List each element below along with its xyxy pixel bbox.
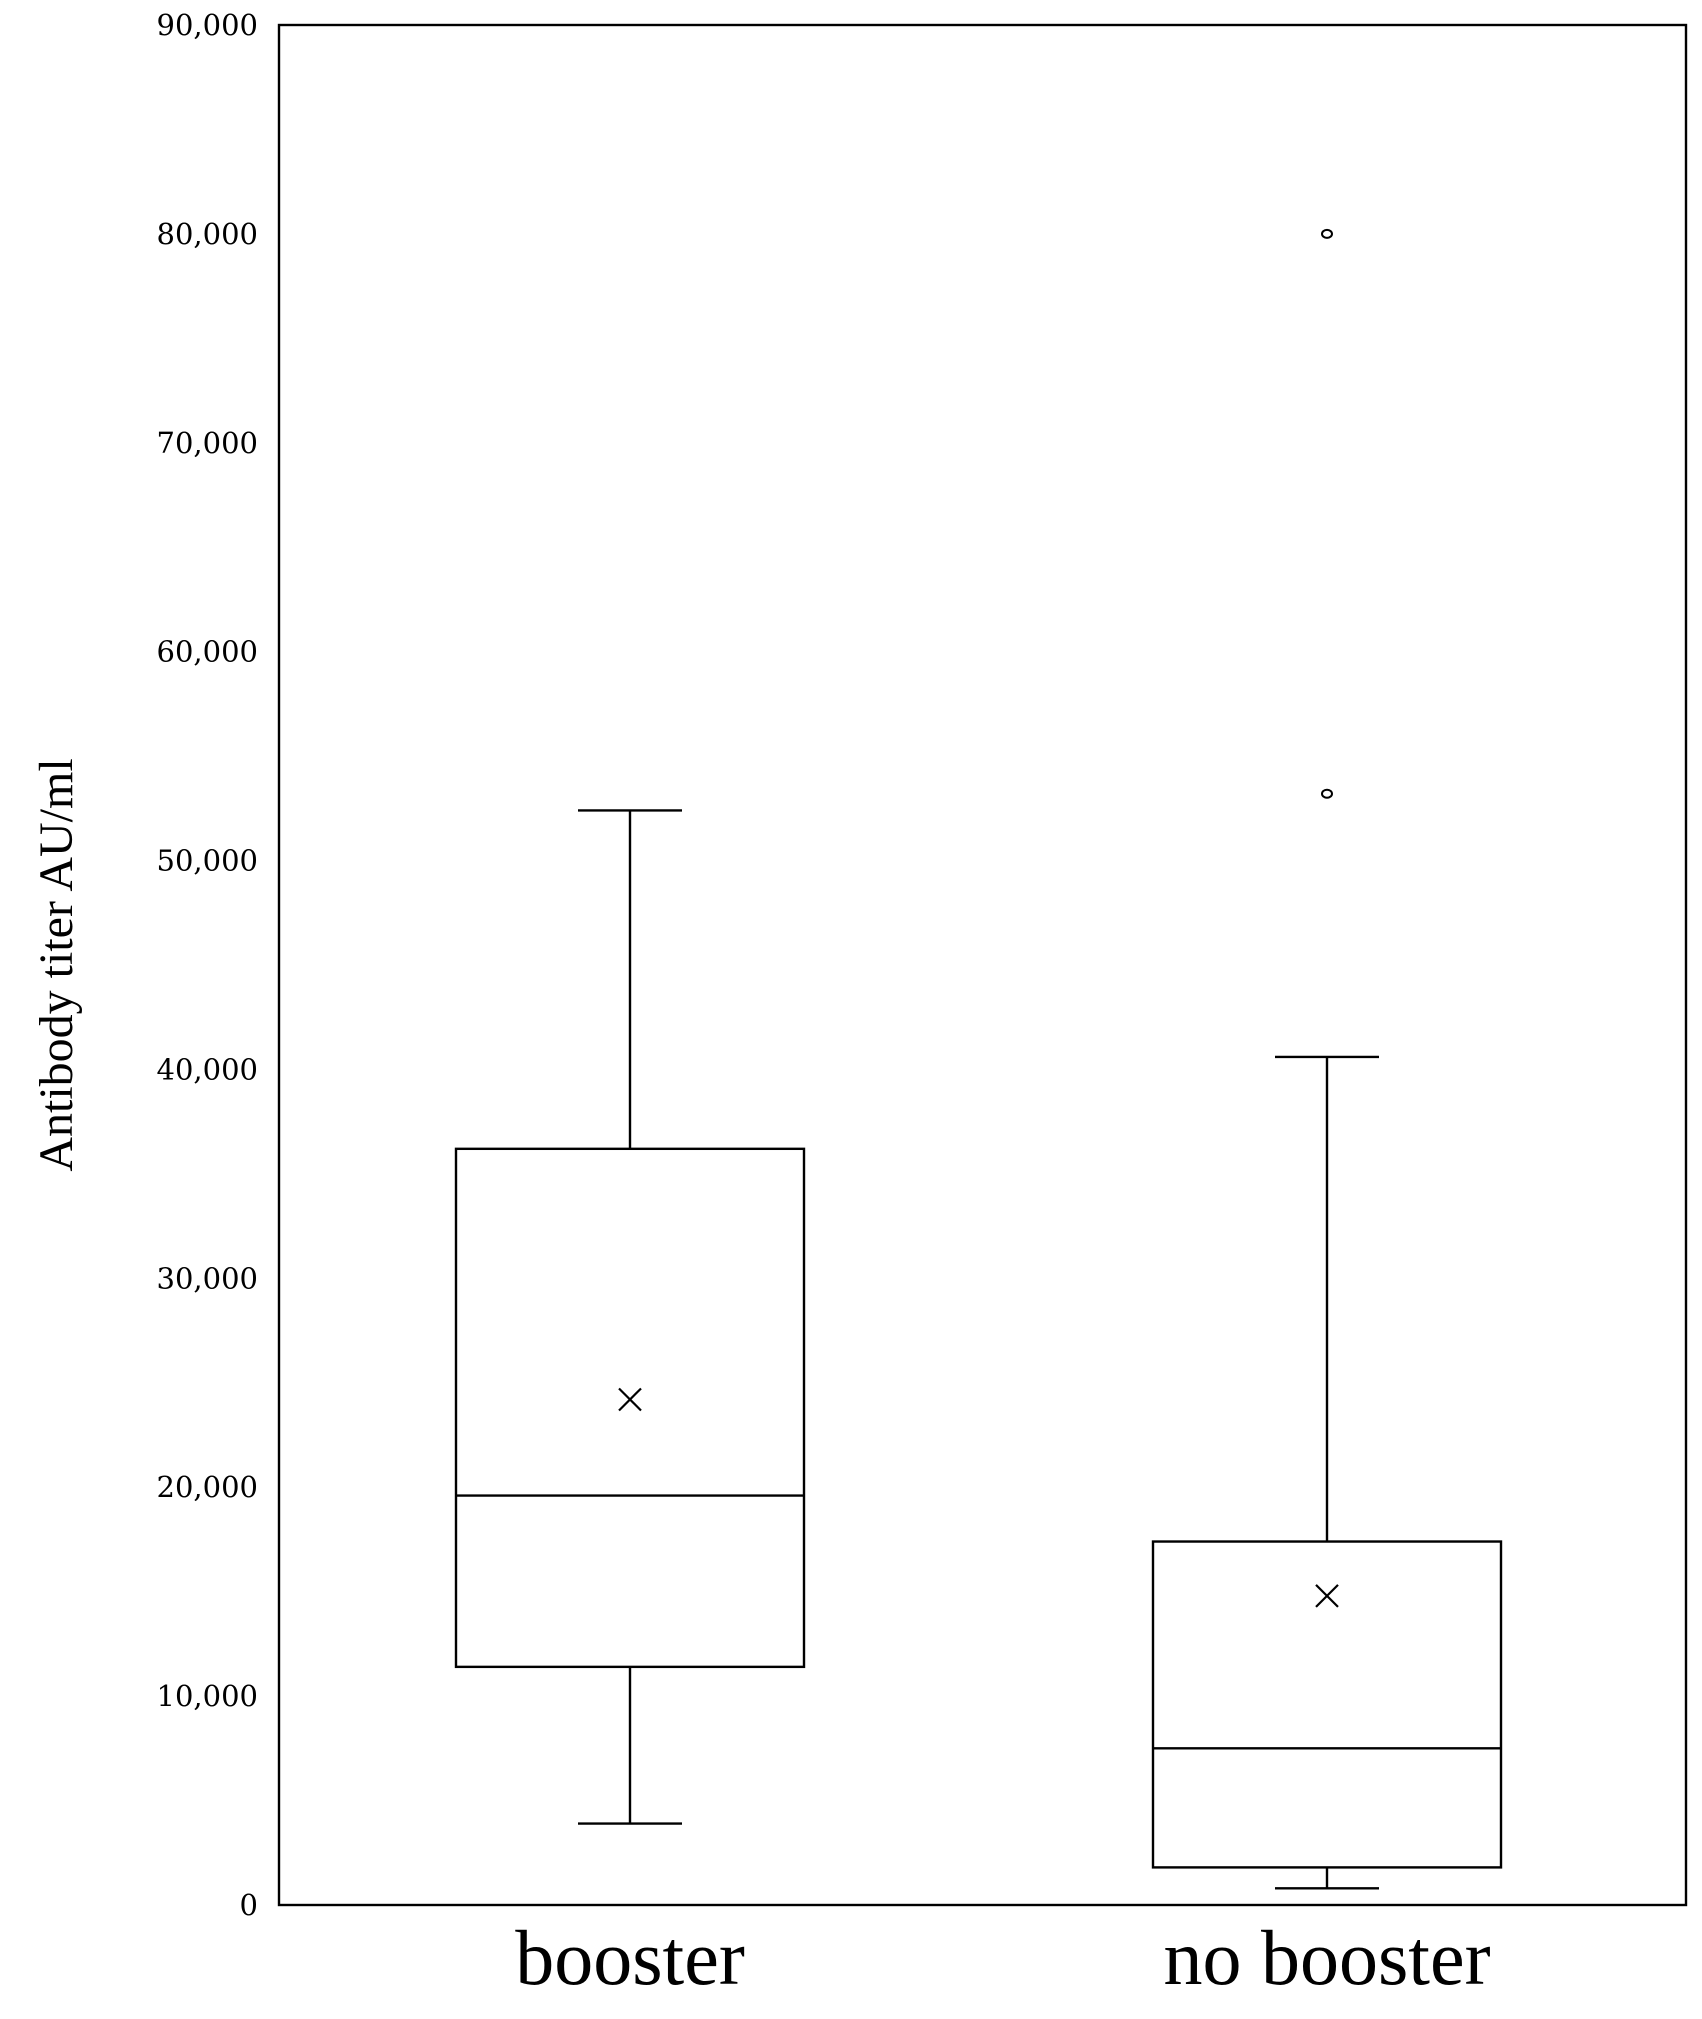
y-tick-label: 80,000: [157, 217, 258, 251]
category-labels: booster no booster: [515, 1914, 1490, 2001]
y-tick-label: 10,000: [157, 1679, 258, 1713]
y-tick-label: 0: [240, 1888, 258, 1922]
box-1: [454, 809, 806, 1825]
y-tick-label: 40,000: [157, 1052, 258, 1086]
y-tick-label: 90,000: [157, 8, 258, 42]
y-tick-label: 70,000: [157, 426, 258, 460]
box-2: [1151, 228, 1503, 1890]
outlier-point: [1321, 228, 1333, 239]
y-axis-title: Antibody titer AU/ml: [30, 758, 83, 1171]
interquartile-box: [454, 1147, 806, 1669]
interquartile-box: [1151, 1540, 1503, 1869]
category-label: booster: [515, 1914, 745, 2001]
y-tick-label: 50,000: [157, 844, 258, 878]
y-tick-label: 20,000: [157, 1470, 258, 1504]
mean-marker: [1315, 1584, 1339, 1608]
y-axis-ticks: 0 10,000 20,000 30,000 40,000 50,000 60,000 70,…: [157, 8, 258, 1922]
plot-frame: [277, 23, 1688, 1907]
y-tick-label: 30,000: [157, 1261, 258, 1295]
boxes: [454, 228, 1503, 1890]
category-label: no booster: [1163, 1914, 1490, 2001]
mean-marker: [618, 1387, 642, 1412]
outlier-point: [1321, 788, 1333, 799]
y-tick-label: 60,000: [157, 635, 258, 669]
